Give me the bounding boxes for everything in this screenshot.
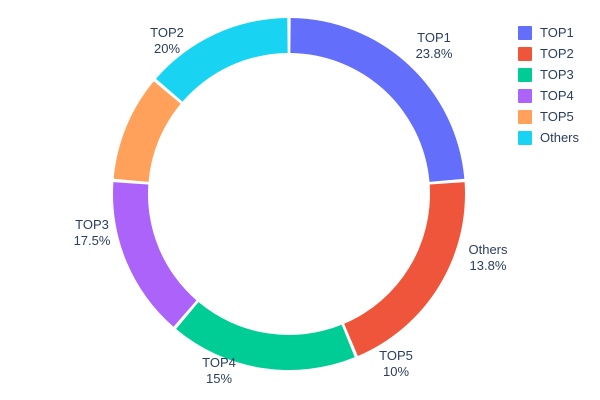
donut-slice-group [112, 18, 465, 370]
legend-item-label: TOP3 [540, 66, 574, 82]
legend-item-label: TOP5 [540, 108, 574, 124]
donut-slice-top3[interactable] [176, 302, 355, 370]
donut-slice-top1[interactable] [290, 18, 465, 182]
legend-swatch-icon [518, 109, 532, 124]
donut-slice-others[interactable] [156, 18, 288, 102]
legend-swatch-icon [518, 67, 532, 82]
donut-slice-top5[interactable] [113, 81, 181, 182]
legend-item-others[interactable]: Others [512, 127, 598, 148]
legend-item-top2[interactable]: TOP2 [512, 43, 598, 64]
legend-swatch-icon [518, 130, 532, 145]
chart-legend: TOP1 TOP2 TOP3 TOP4 TOP5 Others [512, 22, 598, 148]
legend-item-label: TOP2 [540, 45, 574, 61]
legend-item-top4[interactable]: TOP4 [512, 85, 598, 106]
legend-item-top5[interactable]: TOP5 [512, 106, 598, 127]
donut-slice-top2[interactable] [344, 182, 465, 356]
legend-swatch-icon [518, 25, 532, 40]
legend-item-label: TOP1 [540, 24, 574, 40]
legend-swatch-icon [518, 46, 532, 61]
legend-item-top3[interactable]: TOP3 [512, 64, 598, 85]
legend-item-top1[interactable]: TOP1 [512, 22, 598, 43]
legend-item-label: Others [540, 129, 580, 145]
legend-item-label: TOP4 [540, 87, 574, 103]
donut-slice-top4[interactable] [112, 182, 197, 327]
legend-swatch-icon [518, 88, 532, 103]
